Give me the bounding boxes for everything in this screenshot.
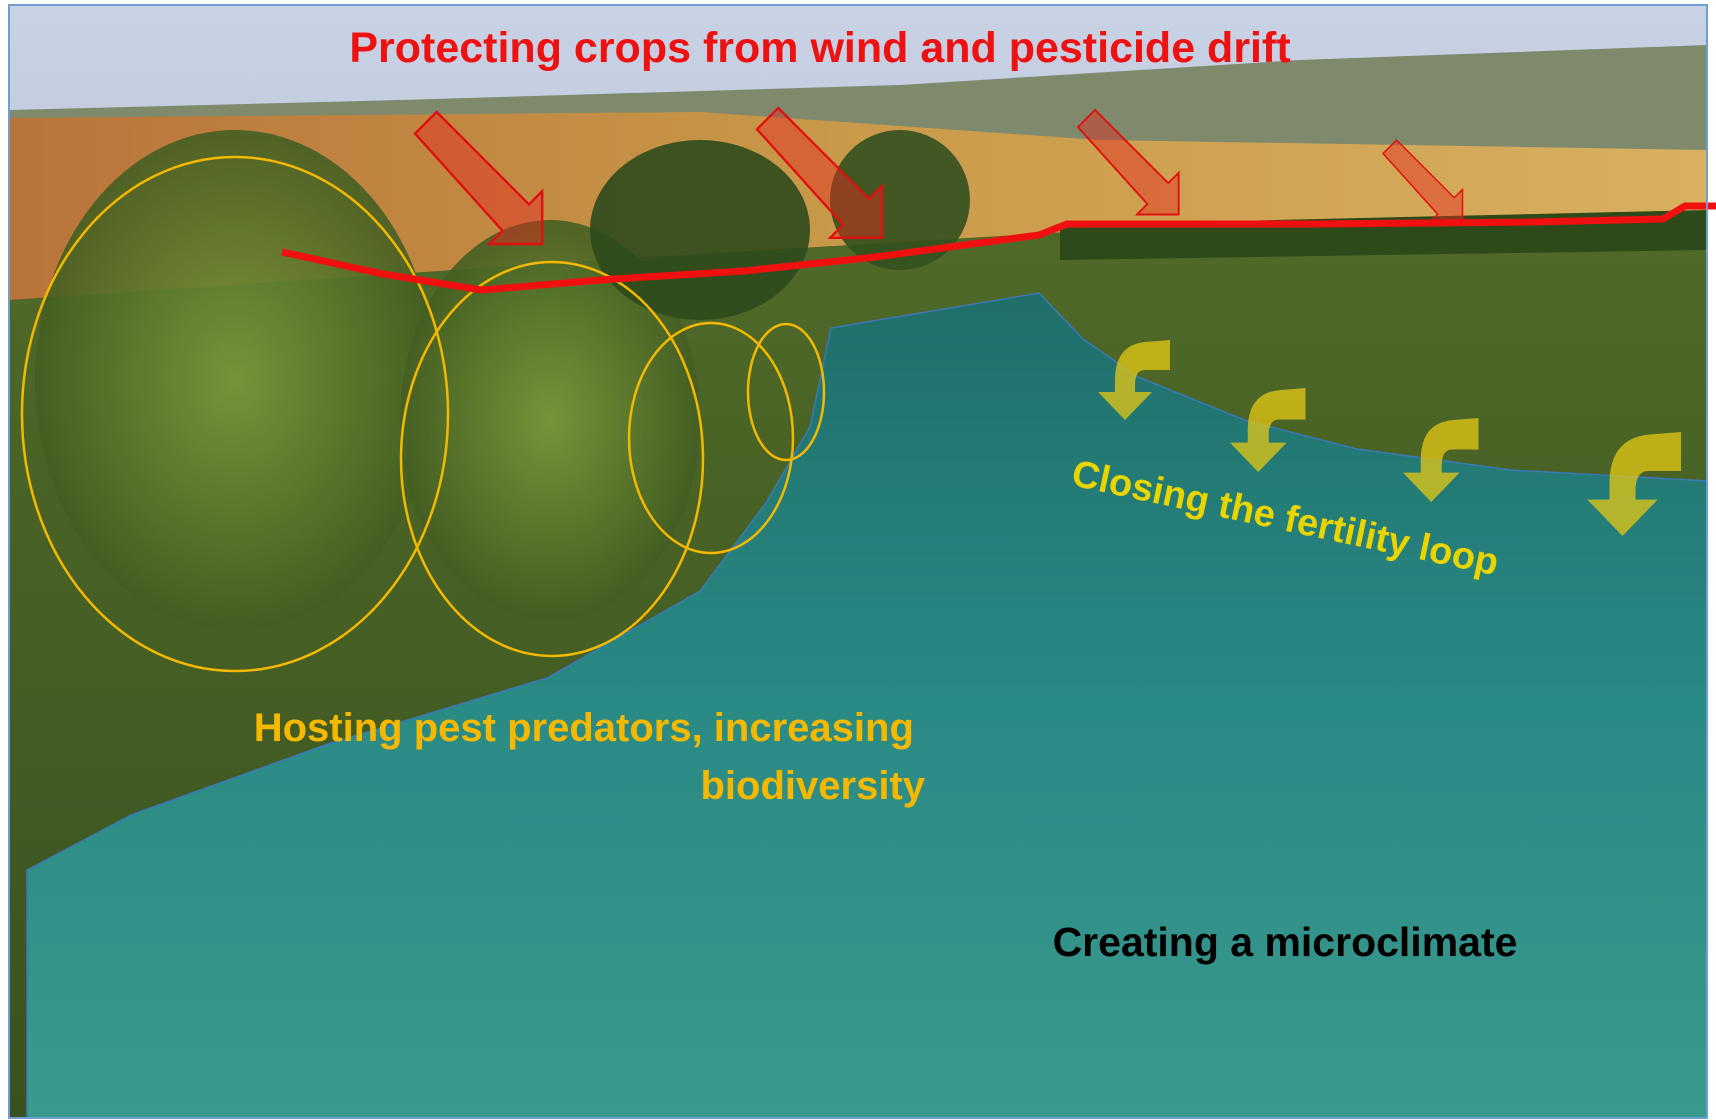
biodiversity-line: Hosting pest predators, increasing bbox=[254, 706, 914, 750]
microclimate-annotation: Creating a microclimate bbox=[1053, 919, 1518, 965]
page: Protecting crops from wind and pesticide… bbox=[0, 0, 1716, 1120]
wind-annotation: Protecting crops from wind and pesticide… bbox=[349, 24, 1290, 72]
annotated-photo: Protecting crops from wind and pesticide… bbox=[0, 0, 1716, 1120]
biodiversity-line: biodiversity bbox=[700, 764, 925, 808]
